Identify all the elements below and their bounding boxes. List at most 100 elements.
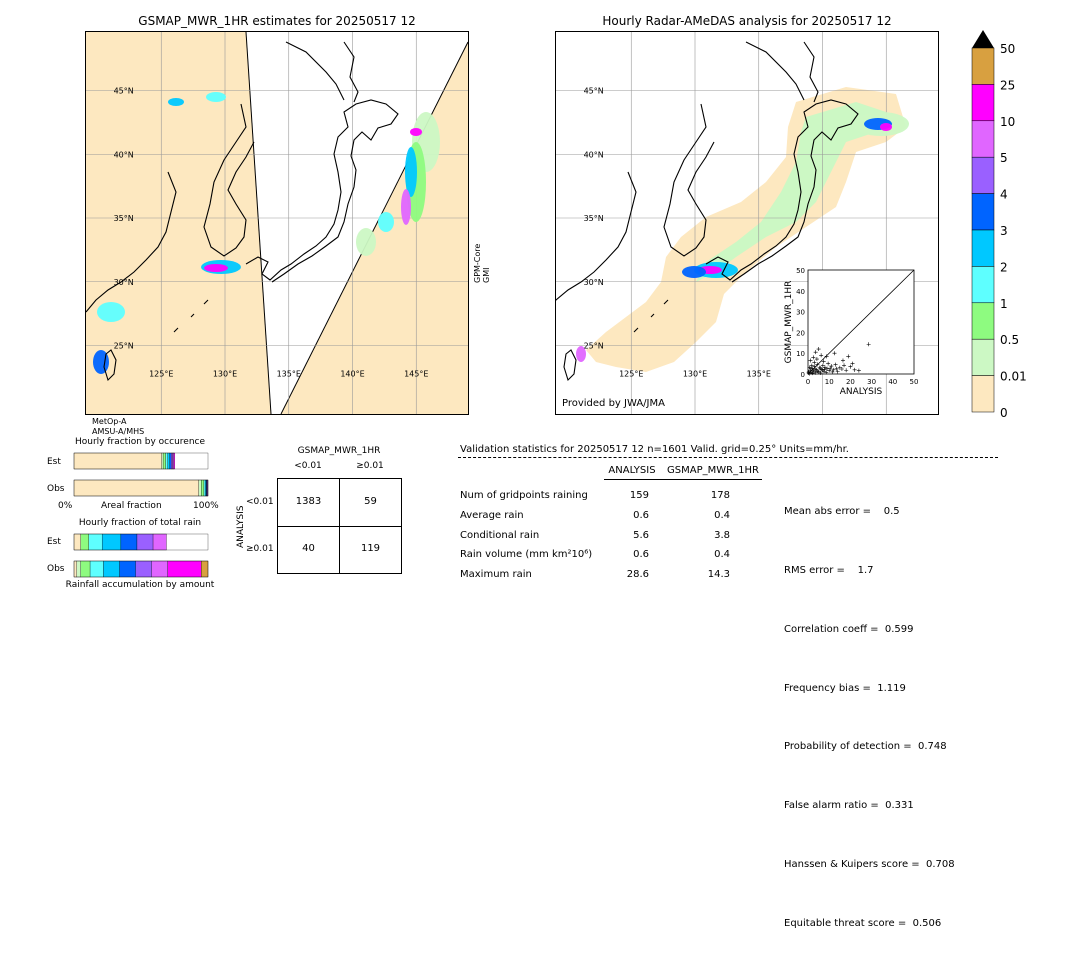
scatter-ytick-3: 30 — [796, 309, 805, 317]
total-rain-xlabel: Rainfall accumulation by amount — [65, 580, 215, 590]
occurrence-bar-0-3 — [165, 452, 168, 470]
stat-row-2-analysis: 0.6 — [633, 510, 649, 521]
scatter-point-42 — [809, 363, 814, 368]
precip-cell-3 — [401, 189, 411, 225]
lat-label-3: 30°N — [584, 278, 604, 287]
total-rain-bar-1-0 — [73, 560, 77, 578]
scatter-point-18 — [824, 370, 829, 375]
occurrence-bar-1-3 — [203, 479, 206, 497]
occurrence-tick-0: 0% — [58, 501, 73, 511]
coastline-5 — [173, 327, 179, 333]
scatter-point-29 — [844, 368, 849, 373]
colorbar-label-8: 0.5 — [1000, 333, 1019, 347]
scatter-point-25 — [835, 369, 840, 374]
occurrence-est-label: Est — [47, 457, 61, 467]
total-rain-bar-1-6 — [135, 560, 152, 578]
scatter-point-51 — [813, 367, 818, 372]
occurrence-bar-0-1 — [161, 452, 164, 470]
scatter-inset: 0 10 20 30 40 50 0 10 20 30 40 50 ANALYSIS GSMAP_MWR_… — [784, 267, 919, 397]
coastline-7 — [203, 299, 209, 305]
scatter-xtick-2: 20 — [846, 378, 855, 386]
stat-row-4-gsmap: 0.4 — [714, 549, 730, 560]
scatter-point-8 — [813, 370, 818, 375]
occurrence-obs-label: Obs — [47, 484, 65, 494]
validation-col-underline — [604, 479, 762, 480]
total-rain-bar-0-7 — [152, 533, 167, 551]
total-rain-bar-0-4 — [101, 533, 122, 551]
scatter-point-45 — [832, 351, 837, 356]
score-correlation: Correlation coeff = 0.599 — [784, 623, 914, 635]
scatter-point-43 — [812, 360, 817, 365]
scatter-xtick-0: 0 — [806, 378, 810, 386]
occurrence-bar-0-2 — [162, 452, 166, 470]
occurrence-bar-1-1 — [198, 479, 202, 497]
colorbar-label-5: 3 — [1000, 224, 1008, 238]
left-map-title: GSMAP_MWR_1HR estimates for 20250517 12 — [138, 14, 416, 28]
scatter-point-47 — [846, 354, 851, 359]
lon-label-1: 130°E — [683, 370, 707, 379]
colorbar-label-6: 2 — [1000, 260, 1008, 274]
score-mae: Mean abs error = 0.5 — [784, 506, 900, 518]
occurrence-bar-0-7 — [172, 452, 174, 470]
data-credit: Provided by JWA/JMA — [562, 398, 665, 409]
total-rain-bar-0-6 — [136, 533, 154, 551]
occurrence-bar-0-0 — [73, 452, 162, 470]
swath-edge-left — [245, 32, 272, 414]
scatter-point-40 — [821, 359, 826, 364]
score-list: Mean abs error = 0.5 RMS error = 1.7 Cor… — [784, 463, 955, 953]
contingency-row-ge: ≥0.01 — [246, 544, 274, 554]
scatter-xtick-1: 10 — [825, 378, 834, 386]
scatter-xtick-5: 50 — [910, 378, 919, 386]
stat-row-1-label: Num of gridpoints raining — [460, 490, 588, 501]
lat-label-2: 35°N — [114, 214, 134, 223]
occurrence-title: Hourly fraction by occurence — [74, 437, 206, 447]
total-rain-est-label: Est — [47, 537, 61, 547]
precip-cell-10 — [168, 98, 184, 106]
scatter-point-58 — [834, 366, 839, 371]
total-rain-bar-1-4 — [103, 560, 120, 578]
coastline-1 — [705, 99, 859, 283]
colorbar-segment-0 — [971, 47, 995, 85]
lon-label-2: 135°E — [277, 370, 301, 379]
precip-cell-6 — [204, 264, 228, 272]
coastline-8 — [86, 171, 177, 313]
validation-header: Validation statistics for 20250517 12 n=… — [460, 444, 849, 455]
scatter-point-55 — [822, 367, 827, 372]
sat-right-label-2: GMI — [482, 267, 491, 283]
total-rain-bar-0-2 — [80, 533, 89, 551]
contingency-col-lt: <0.01 — [294, 461, 322, 471]
coastline-4 — [103, 349, 117, 382]
sat-right-labels: GPM-Core GMI — [473, 243, 491, 283]
colorbar-segment-5 — [971, 229, 995, 267]
score-pod: Probability of detection = 0.748 — [784, 741, 947, 753]
coastline-3 — [285, 41, 345, 101]
scatter-point-37 — [816, 347, 821, 352]
coastline-3 — [745, 41, 805, 101]
scatter-ytick-5: 50 — [796, 267, 805, 275]
contingency-title: GSMAP_MWR_1HR — [297, 446, 381, 456]
colorbar-label-10: 0 — [1000, 406, 1008, 418]
sat-bottom-label-2: AMSU-A/MHS — [92, 427, 145, 436]
scatter-point-49 — [808, 366, 813, 371]
occurrence-bar-1-0 — [73, 479, 199, 497]
coastline-4 — [563, 349, 577, 382]
scatter-point-59 — [850, 361, 855, 366]
scatter-point-13 — [818, 370, 823, 375]
occurrence-tick-100: 100% — [193, 501, 219, 511]
lat-label-4: 25°N — [114, 342, 134, 351]
occurrence-bar-0-4 — [167, 452, 170, 470]
radar-light-rain — [696, 102, 886, 282]
contingency-col-ge: ≥0.01 — [356, 461, 384, 471]
scatter-point-12 — [817, 365, 822, 370]
score-far: False alarm ratio = 0.331 — [784, 800, 914, 812]
scatter-ytick-4: 40 — [796, 288, 805, 296]
scatter-point-28 — [842, 363, 847, 368]
stat-row-5-analysis: 28.6 — [626, 569, 649, 580]
colorbar-segment-4 — [971, 193, 995, 231]
total-rain-bar-1-1 — [76, 560, 81, 578]
coastline-7 — [663, 299, 669, 305]
occurrence-bars — [73, 452, 209, 497]
scatter-point-26 — [837, 365, 842, 370]
validation-col-analysis: ANALYSIS — [608, 465, 656, 476]
coastline-2 — [343, 41, 359, 103]
